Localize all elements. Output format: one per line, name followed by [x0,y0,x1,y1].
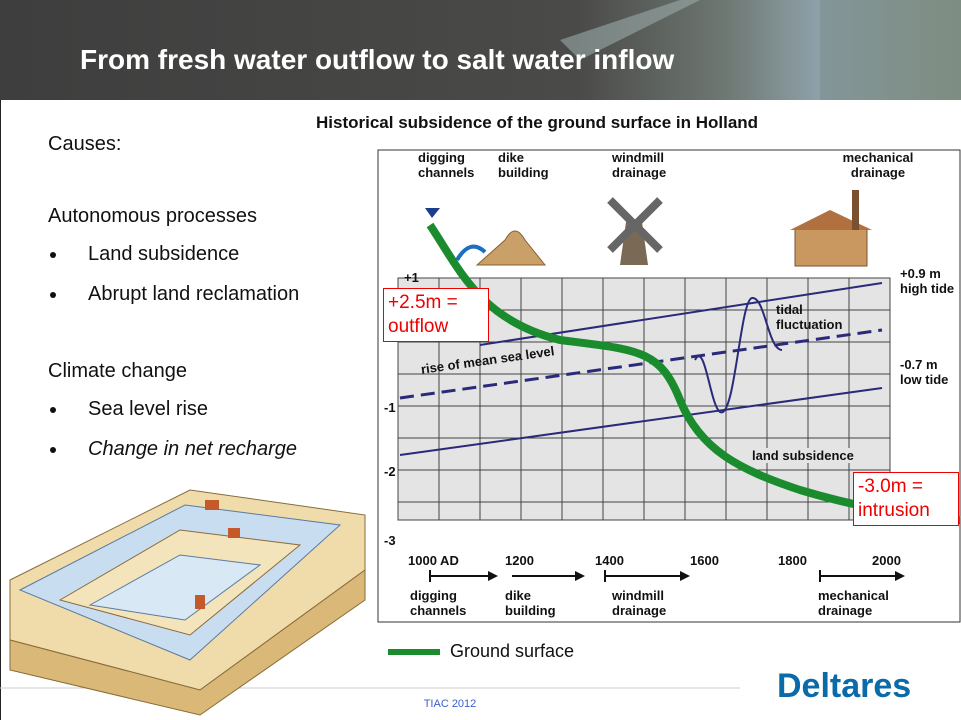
era-label: digging channels [418,150,475,180]
slide-title: From fresh water outflow to salt water i… [80,44,675,75]
y-label: -3 [384,533,396,548]
tidal-label: tidal fluctuation [776,302,843,332]
year-label: 1400 [595,553,624,568]
timeline-arrows [429,570,895,582]
windmill-icon [607,197,663,253]
year-label: 1600 [690,553,719,568]
pumping-station-icon [790,210,872,230]
mean-sea-line [399,328,883,400]
outflow-callout: +2.5m = outflow [383,288,489,342]
pumping-station-icon [794,227,868,267]
year-label: 2000 [872,553,901,568]
dike-icon [475,230,547,266]
tidal-wave [694,297,783,414]
bullet-item: Abrupt land reclamation [49,283,300,305]
timeline-label: windmill drainage [612,588,667,618]
footer-event: TIAC 2012 [423,698,477,710]
figure-title: Historical subsidence of the ground surf… [316,113,759,132]
era-label: windmill drainage [612,150,667,180]
bullet-item: Sea level rise [49,398,209,420]
timeline-label: dike building [505,588,556,618]
low-tide-line [399,387,883,456]
timeline-label: digging channels [410,588,467,618]
timeline-label: mechanical drainage [818,588,889,618]
intrusion-callout: -3.0m = intrusion [853,472,959,526]
polder-sketch [9,489,366,716]
group-heading: Autonomous processes [48,205,258,227]
wave-icon [455,244,487,262]
high-tide-label: +0.9 m high tide [900,266,955,296]
year-label: 1000 AD [408,553,459,568]
causes-heading: Causes: [48,133,122,155]
subsidence-label: land subsidence [752,448,854,463]
year-label: 1200 [505,553,534,568]
bullet-item: Land subsidence [49,243,240,265]
era-label: dike building [498,150,549,180]
channel-icon [425,208,440,218]
header-photo [560,0,700,60]
group-heading: Climate change [48,360,187,382]
year-label: 1800 [778,553,807,568]
era-label: mechanical drainage [842,150,914,180]
ground-surface-curve [426,222,961,524]
y-label: -2 [384,464,396,479]
header-photo [820,0,961,100]
logo: Deltares [777,667,912,705]
bullet-item: Change in net recharge [49,438,298,460]
y-label: -1 [384,400,396,415]
arrow-heads [488,571,905,581]
low-tide-label: -0.7 m low tide [900,357,949,387]
pumping-station-icon [852,190,859,230]
y-label: +1 [404,270,419,285]
header-band [0,0,961,100]
legend-label: Ground surface [450,641,575,661]
